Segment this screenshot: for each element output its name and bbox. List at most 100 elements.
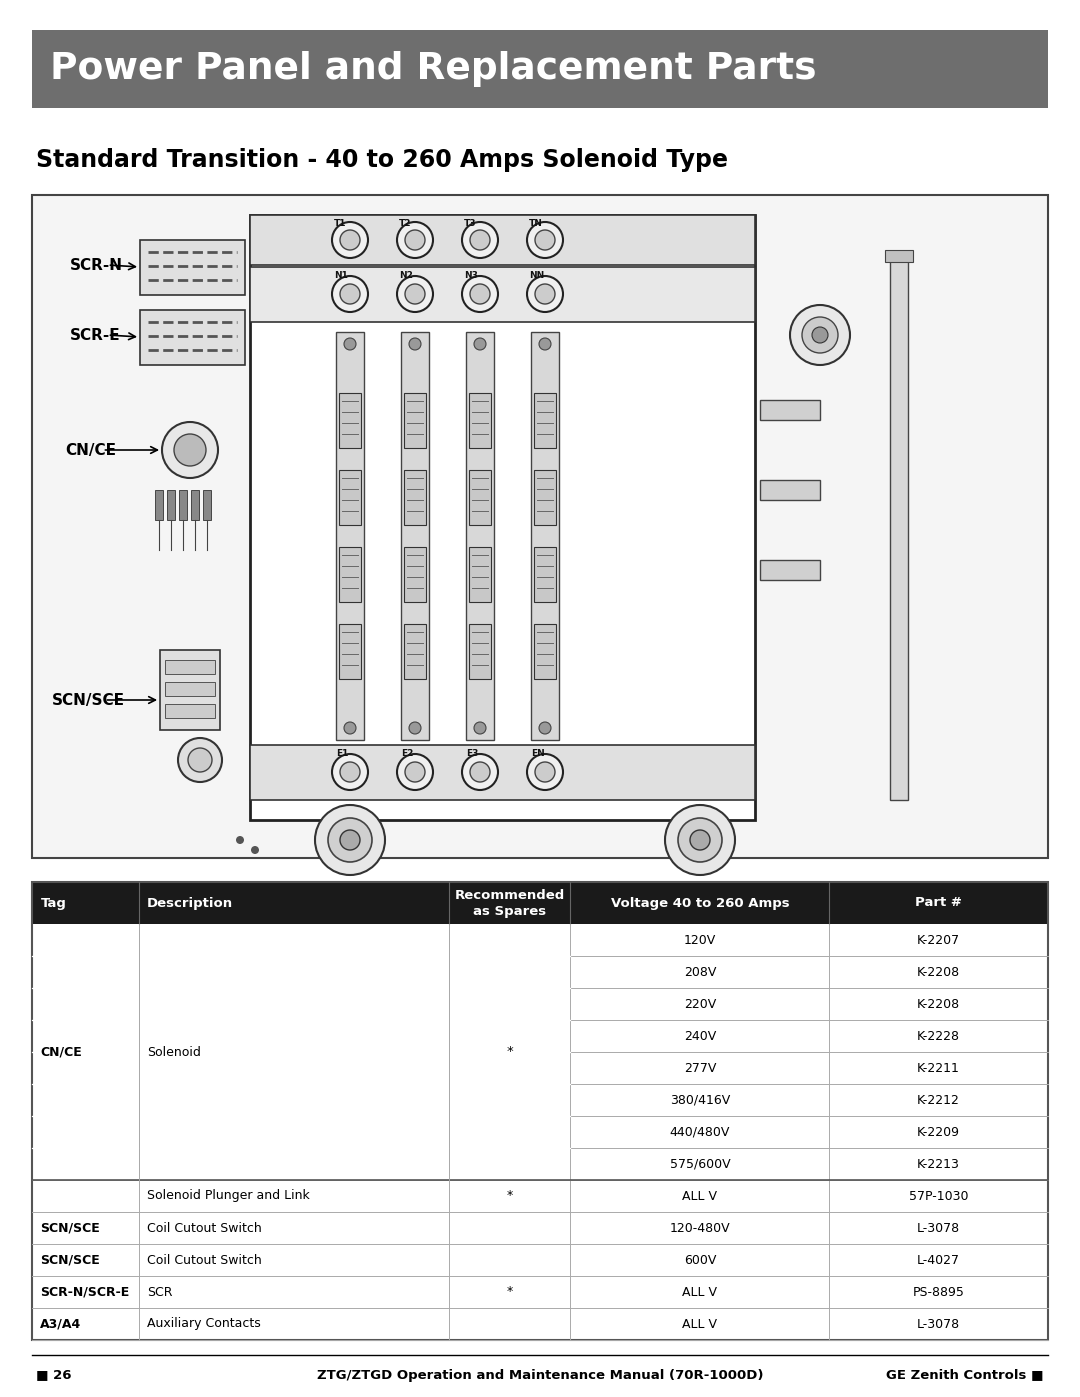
Circle shape (345, 722, 356, 733)
Text: L-3078: L-3078 (917, 1317, 960, 1330)
Text: K-2209: K-2209 (917, 1126, 960, 1139)
Bar (885, 250, 913, 263)
Text: 440/480V: 440/480V (670, 1126, 730, 1139)
Text: *: * (507, 1189, 513, 1203)
Circle shape (462, 277, 498, 312)
Bar (401, 332, 429, 740)
Text: Power Panel and Replacement Parts: Power Panel and Replacement Parts (51, 52, 816, 87)
Bar (32, 1180, 1048, 1213)
Circle shape (332, 222, 368, 258)
Bar (760, 400, 820, 420)
Circle shape (340, 830, 360, 849)
Circle shape (535, 284, 555, 305)
Text: 120V: 120V (684, 933, 716, 947)
Text: Solenoid Plunger and Link: Solenoid Plunger and Link (147, 1189, 310, 1203)
Bar (179, 490, 187, 520)
Bar (203, 490, 211, 520)
Circle shape (251, 847, 259, 854)
Text: ALL V: ALL V (683, 1189, 717, 1203)
Circle shape (474, 722, 486, 733)
Bar (32, 1052, 1048, 1084)
Bar (160, 650, 220, 731)
Circle shape (332, 754, 368, 789)
Text: EN: EN (531, 749, 544, 759)
Bar (760, 481, 820, 500)
Bar (140, 310, 245, 365)
Text: N3: N3 (464, 271, 477, 279)
Circle shape (470, 284, 490, 305)
Text: Part #: Part # (915, 897, 962, 909)
Circle shape (162, 422, 218, 478)
Text: E2: E2 (401, 749, 414, 759)
Circle shape (397, 222, 433, 258)
Text: 240V: 240V (684, 1030, 716, 1042)
Circle shape (539, 338, 551, 351)
Text: Description: Description (147, 897, 233, 909)
Text: Coil Cutout Switch: Coil Cutout Switch (147, 1221, 261, 1235)
Text: L-4027: L-4027 (917, 1253, 960, 1267)
Text: as Spares: as Spares (473, 905, 546, 918)
Text: TN: TN (529, 219, 543, 228)
Text: T2: T2 (399, 219, 411, 228)
Bar (404, 393, 426, 448)
Circle shape (789, 305, 850, 365)
Bar (32, 196, 1048, 858)
Text: CN/CE: CN/CE (65, 443, 116, 457)
Bar (165, 704, 215, 718)
Bar (32, 882, 1048, 1340)
Bar (465, 332, 494, 740)
Circle shape (527, 277, 563, 312)
Bar (469, 469, 491, 525)
Text: K-2228: K-2228 (917, 1030, 960, 1042)
Circle shape (409, 338, 421, 351)
Text: T1: T1 (334, 219, 347, 228)
Text: Tag: Tag (40, 897, 66, 909)
Circle shape (535, 231, 555, 250)
Circle shape (174, 434, 206, 467)
Bar (534, 469, 556, 525)
Text: 220V: 220V (684, 997, 716, 1010)
Circle shape (470, 231, 490, 250)
Bar (32, 923, 1048, 956)
Circle shape (690, 830, 710, 849)
Text: Solenoid: Solenoid (147, 1045, 201, 1059)
Circle shape (405, 231, 426, 250)
Circle shape (340, 284, 360, 305)
Text: L-3078: L-3078 (917, 1221, 960, 1235)
Text: K-2213: K-2213 (917, 1158, 960, 1171)
Text: GE Zenith Controls ■: GE Zenith Controls ■ (886, 1369, 1043, 1382)
Bar (249, 215, 755, 265)
Circle shape (409, 722, 421, 733)
Bar (32, 988, 1048, 1020)
Circle shape (340, 231, 360, 250)
Bar (32, 1020, 1048, 1052)
Bar (32, 1308, 1048, 1340)
Text: T3: T3 (464, 219, 476, 228)
Text: 120-480V: 120-480V (670, 1221, 730, 1235)
Bar (339, 548, 361, 602)
Text: K-2207: K-2207 (917, 933, 960, 947)
Bar (191, 490, 199, 520)
Text: PS-8895: PS-8895 (913, 1285, 964, 1298)
Bar (32, 956, 1048, 988)
Bar (534, 624, 556, 679)
Text: ZTG/ZTGD Operation and Maintenance Manual (70R-1000D): ZTG/ZTGD Operation and Maintenance Manua… (316, 1369, 764, 1382)
Bar (336, 332, 364, 740)
Bar (534, 393, 556, 448)
Bar (760, 560, 820, 580)
Bar (469, 624, 491, 679)
Circle shape (462, 754, 498, 789)
Bar (339, 469, 361, 525)
Text: K-2208: K-2208 (917, 997, 960, 1010)
Bar (339, 393, 361, 448)
Bar (339, 624, 361, 679)
Text: CN/CE: CN/CE (40, 1045, 82, 1059)
Text: N1: N1 (334, 271, 348, 279)
Bar (404, 624, 426, 679)
Text: A3/A4: A3/A4 (40, 1317, 82, 1330)
Bar (469, 393, 491, 448)
Circle shape (178, 738, 222, 782)
Circle shape (328, 819, 372, 862)
Text: K-2211: K-2211 (917, 1062, 960, 1074)
Text: 600V: 600V (684, 1253, 716, 1267)
